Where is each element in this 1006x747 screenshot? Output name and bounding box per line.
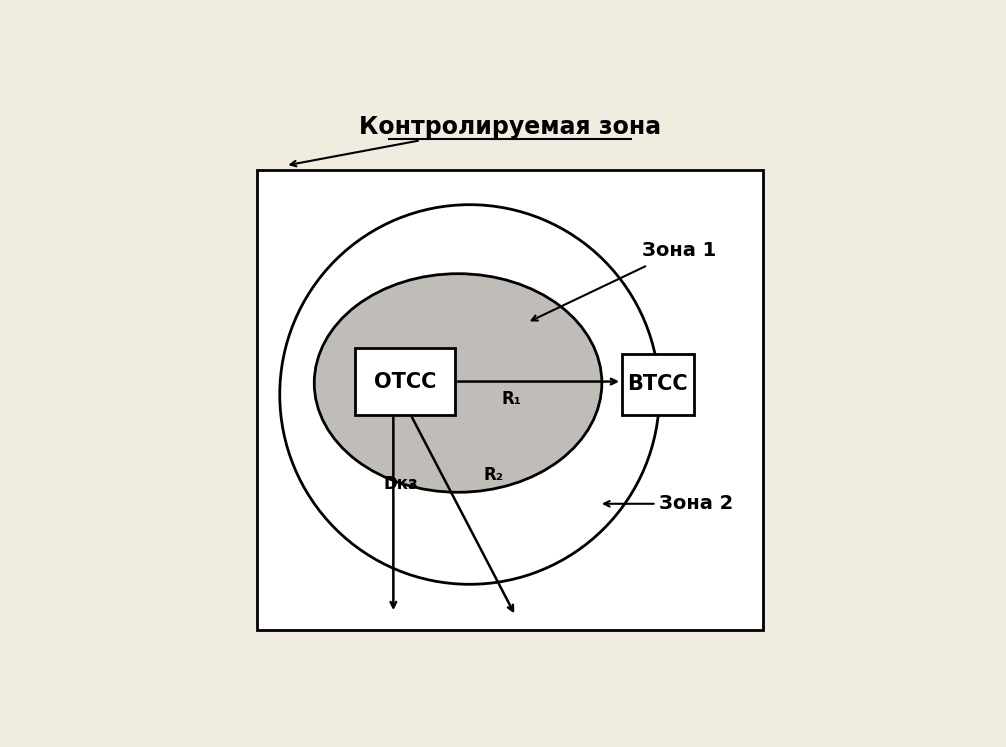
Ellipse shape xyxy=(314,273,602,492)
Text: Dкз: Dкз xyxy=(383,474,417,492)
Text: R₁: R₁ xyxy=(501,390,521,408)
Text: R₂: R₂ xyxy=(484,466,504,484)
Circle shape xyxy=(280,205,659,584)
Text: Зона 2: Зона 2 xyxy=(659,495,733,513)
Text: ОТСС: ОТСС xyxy=(373,371,436,391)
Bar xyxy=(354,348,455,415)
Text: Контролируемая зона: Контролируемая зона xyxy=(359,115,661,139)
Bar xyxy=(257,170,763,630)
Text: ВТСС: ВТСС xyxy=(628,374,688,394)
Bar xyxy=(622,354,694,415)
Text: Зона 1: Зона 1 xyxy=(642,241,716,260)
